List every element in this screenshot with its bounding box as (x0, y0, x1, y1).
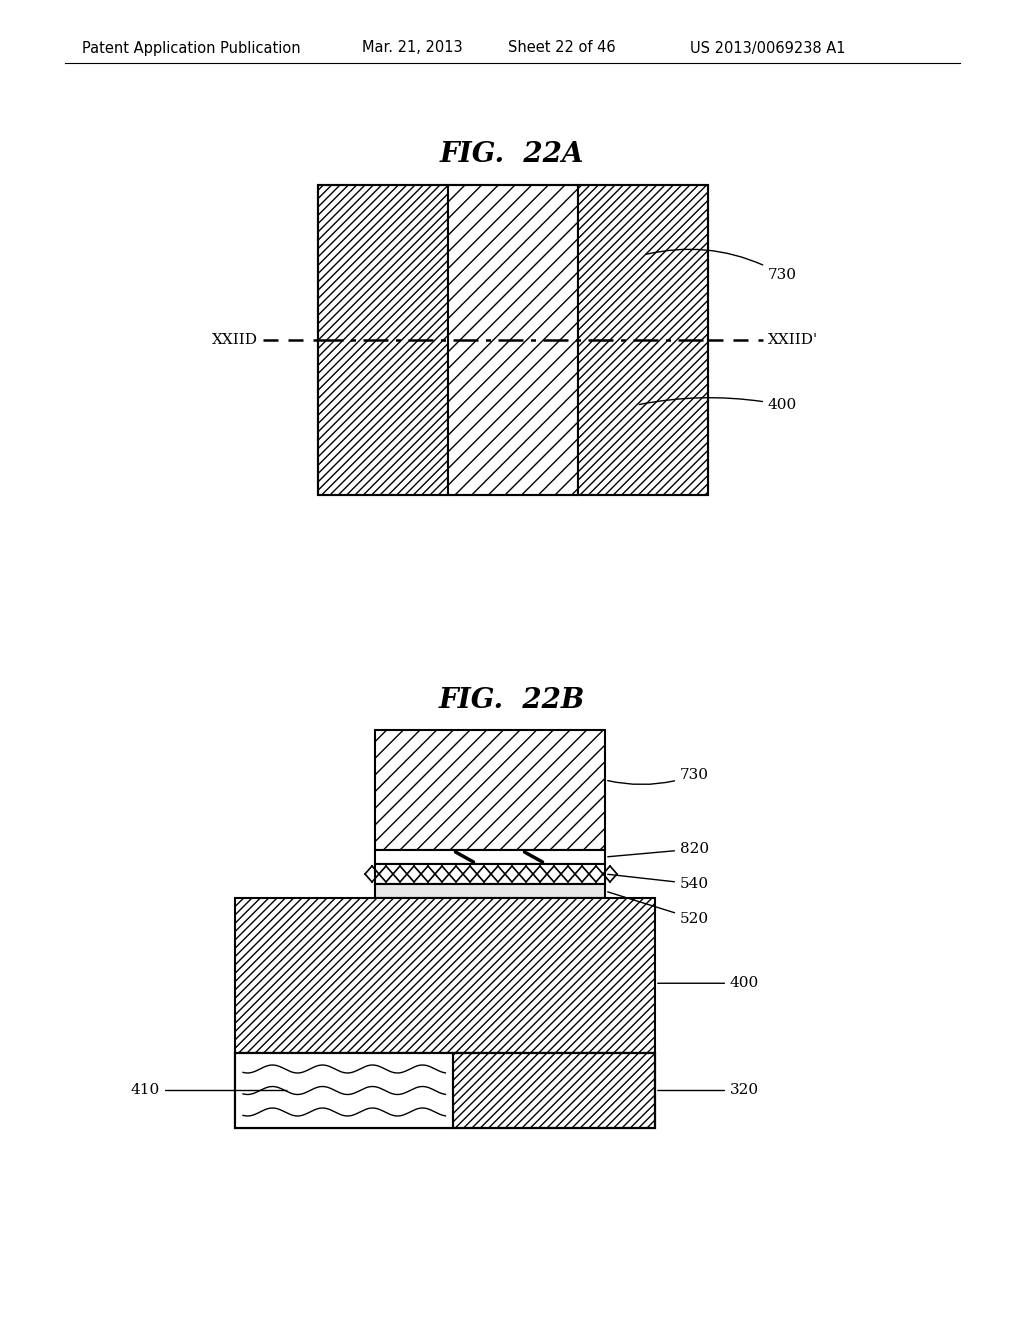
Bar (234, 1053, 454, 1129)
Bar (375, 865, 605, 884)
Bar (234, 1053, 655, 1129)
Bar (234, 1053, 655, 1129)
Bar (375, 850, 605, 865)
Bar (318, 185, 708, 495)
Bar (578, 185, 708, 495)
Text: 520: 520 (607, 892, 710, 927)
Text: 400: 400 (639, 397, 798, 412)
Text: FIG.  22A: FIG. 22A (440, 141, 584, 169)
Text: Patent Application Publication: Patent Application Publication (82, 41, 301, 55)
Bar (234, 1053, 454, 1129)
Text: XXIID: XXIID (212, 333, 258, 347)
Bar (234, 898, 655, 1053)
Text: 410: 410 (131, 1084, 287, 1097)
Text: 820: 820 (608, 842, 710, 857)
Text: 540: 540 (608, 874, 710, 891)
Text: FIG.  22B: FIG. 22B (439, 686, 585, 714)
Text: 400: 400 (657, 977, 759, 990)
Text: 320: 320 (657, 1084, 759, 1097)
Text: Sheet 22 of 46: Sheet 22 of 46 (508, 41, 615, 55)
Text: US 2013/0069238 A1: US 2013/0069238 A1 (690, 41, 846, 55)
Text: XXIID': XXIID' (768, 333, 818, 347)
Bar (454, 1053, 655, 1129)
Bar (375, 730, 605, 850)
Bar (318, 185, 449, 495)
Text: 730: 730 (646, 249, 797, 282)
Text: 730: 730 (607, 768, 709, 784)
Bar (449, 185, 578, 495)
Text: Mar. 21, 2013: Mar. 21, 2013 (362, 41, 463, 55)
Bar (375, 884, 605, 898)
